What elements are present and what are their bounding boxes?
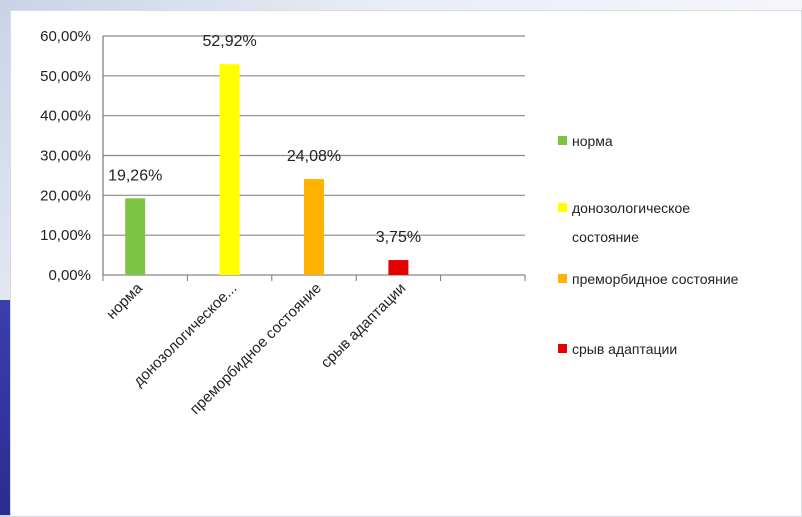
y-tick-label: 20,00%: [40, 187, 91, 204]
y-tick-label: 50,00%: [40, 68, 91, 85]
legend-label: преморбидное состояние: [572, 271, 739, 287]
data-label: 24,08%: [287, 148, 341, 165]
data-label: 3,75%: [376, 229, 421, 246]
legend-swatch: [558, 203, 567, 212]
legend-label-cont: состояние: [572, 229, 639, 245]
y-tick-label: 60,00%: [40, 28, 91, 45]
y-tick-label: 40,00%: [40, 108, 91, 125]
data-label: 52,92%: [202, 33, 256, 50]
bar: [304, 179, 324, 275]
legend-label: срыв адаптации: [572, 341, 677, 357]
x-tick-label: срыв адаптации: [318, 280, 410, 372]
x-tick-label: норма: [103, 279, 146, 322]
legend-swatch: [558, 274, 567, 283]
y-tick-label: 0,00%: [48, 267, 91, 284]
bar: [388, 260, 409, 275]
y-tick-label: 30,00%: [40, 148, 91, 165]
bar: [125, 198, 146, 275]
legend-label: донозологическое: [572, 200, 690, 216]
legend-swatch: [558, 344, 567, 353]
data-label: 19,26%: [108, 167, 162, 184]
legend-swatch: [558, 136, 567, 145]
y-tick-label: 10,00%: [40, 227, 91, 244]
legend-label: норма: [572, 133, 613, 149]
bar: [219, 64, 240, 276]
